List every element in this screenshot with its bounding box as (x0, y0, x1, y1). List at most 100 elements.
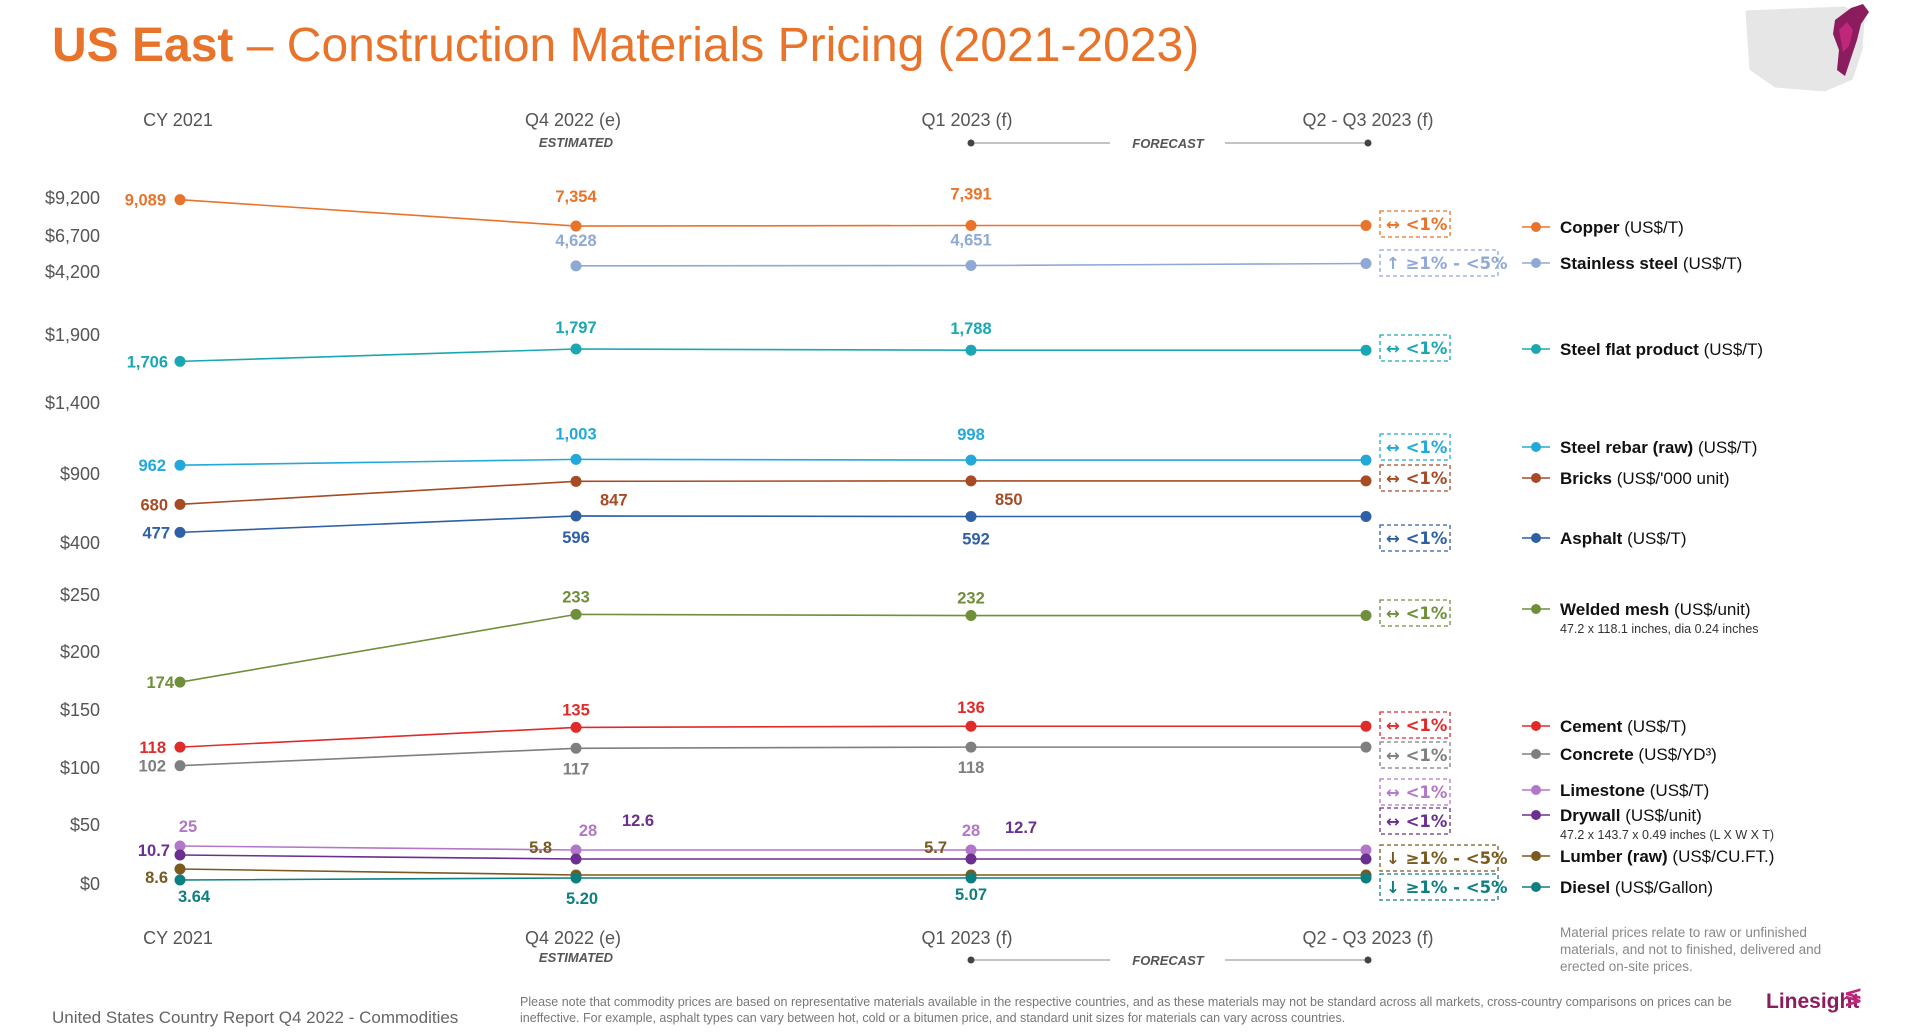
y-tick-label: $100 (60, 758, 100, 778)
legend-swatch-dot (1531, 344, 1541, 354)
forecast-change-label: ↔ <1% (1386, 529, 1448, 548)
series-line (179, 877, 1366, 881)
forecast-change-box (1379, 524, 1451, 552)
series-line (179, 480, 1366, 506)
data-point (965, 872, 977, 884)
forecast-change-box (1379, 873, 1499, 901)
data-label: 12.6 (622, 812, 654, 830)
data-point (570, 853, 582, 865)
legend-swatch-dot (1531, 882, 1541, 892)
forecast-change-label: ↔ <1% (1386, 215, 1448, 234)
y-tick-label: $200 (60, 642, 100, 662)
series-line (179, 845, 1366, 851)
series-line (179, 515, 1366, 534)
data-label: 477 (142, 524, 170, 542)
data-label: 136 (957, 699, 985, 717)
forecast-change-label: ↑ ≥1% - <5% (1386, 254, 1508, 273)
forecast-change-box (1379, 807, 1451, 835)
data-point (174, 741, 186, 753)
category-label-bottom: Q4 2022 (e) (525, 928, 621, 948)
data-point (570, 844, 582, 856)
data-point (570, 510, 582, 522)
page-title: US East – Construction Materials Pricing… (52, 18, 1199, 73)
data-point (174, 676, 186, 688)
legend-swatch-dot (1531, 533, 1541, 543)
legend-entry: Steel flat product (US$/T) (1560, 340, 1763, 359)
data-point (174, 874, 186, 886)
linesight-logo: Linesight (1766, 990, 1860, 1013)
y-tick-label: $0 (80, 874, 100, 894)
forecast-change-box (1379, 210, 1451, 238)
data-label: 28 (579, 822, 597, 840)
series-line (179, 868, 1366, 876)
data-point (174, 863, 186, 875)
forecast-change-label: ↔ <1% (1386, 783, 1448, 802)
data-label: 102 (138, 758, 166, 776)
series-line (179, 746, 1366, 767)
data-label: 8.6 (145, 869, 168, 887)
data-point (965, 260, 977, 272)
forecast-change-label: ↓ ≥1% - <5% (1386, 849, 1508, 868)
data-point (965, 720, 977, 732)
data-point (1360, 741, 1372, 753)
y-tick-label: $150 (60, 700, 100, 720)
disclaimer-note: Please note that commodity prices are ba… (520, 995, 1732, 1025)
data-point (965, 344, 977, 356)
forecast-change-label: ↔ <1% (1386, 339, 1448, 358)
data-label: 25 (179, 818, 197, 836)
forecast-change-box (1379, 844, 1499, 872)
forecast-change-box (1379, 599, 1451, 627)
category-label-bottom: CY 2021 (143, 928, 213, 948)
category-label-bottom: Q1 2023 (f) (921, 928, 1012, 948)
y-tick-label: $900 (60, 464, 100, 484)
data-point (1360, 454, 1372, 466)
series-line (179, 198, 1366, 227)
series-line (179, 725, 1366, 748)
data-point (965, 219, 977, 231)
forecast-bracket-dot (1364, 139, 1372, 147)
forecast-change-label: ↔ <1% (1386, 604, 1448, 623)
legend-subtext: 47.2 x 143.7 x 0.49 inches (L X W X T) (1560, 828, 1774, 842)
data-point (1360, 720, 1372, 732)
series-line (179, 348, 1366, 363)
data-point (1360, 844, 1372, 856)
data-label: 1,788 (950, 320, 991, 338)
forecast-bracket-dot (967, 139, 975, 147)
legend-entry: Welded mesh (US$/unit) (1560, 600, 1751, 619)
data-label: 850 (995, 491, 1023, 509)
forecast-change-box (1379, 334, 1451, 362)
data-point (570, 475, 582, 487)
data-point (1360, 511, 1372, 523)
legend-swatch-dot (1531, 442, 1541, 452)
forecast-change-label: ↔ <1% (1386, 469, 1448, 488)
data-point (570, 260, 582, 272)
data-label: 962 (138, 457, 166, 475)
y-tick-label: $50 (70, 815, 100, 835)
category-label-top: Q2 - Q3 2023 (f) (1302, 110, 1433, 130)
data-label: 233 (562, 588, 590, 606)
data-label: 1,706 (127, 353, 168, 371)
estimated-label: ESTIMATED (539, 950, 614, 965)
forecast-change-box (1379, 433, 1451, 461)
linesight-mark-icon: ≶ (1844, 984, 1863, 1009)
y-tick-label: $250 (60, 585, 100, 605)
series-line (179, 613, 1366, 683)
legend-entry: Asphalt (US$/T) (1560, 529, 1687, 548)
data-point (965, 454, 977, 466)
forecast-bracket-dot (967, 956, 975, 964)
legend-swatch-dot (1531, 851, 1541, 861)
legend-entry: Diesel (US$/Gallon) (1560, 878, 1713, 897)
data-point (1360, 258, 1372, 270)
series-line (179, 458, 1366, 466)
data-point (570, 721, 582, 733)
data-label: 117 (563, 760, 590, 778)
title-region: US East (52, 19, 234, 72)
data-point (965, 475, 977, 487)
legend-swatch-dot (1531, 222, 1541, 232)
legend-subtext: 47.2 x 118.1 inches, dia 0.24 inches (1560, 622, 1759, 636)
forecast-change-box (1379, 711, 1451, 739)
forecast-change-box (1379, 249, 1499, 277)
data-label: 5.20 (566, 890, 598, 908)
forecast-change-label: ↔ <1% (1386, 746, 1448, 765)
forecast-change-label: ↔ <1% (1386, 716, 1448, 735)
